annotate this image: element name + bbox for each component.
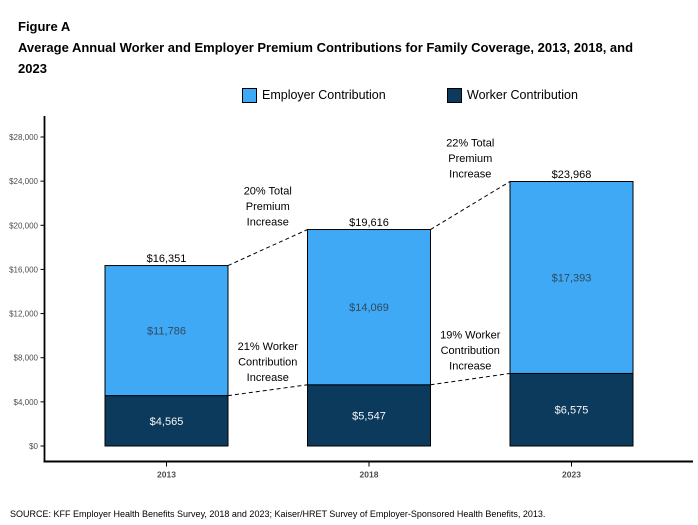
worker-value-label: $6,575 <box>555 405 589 417</box>
bar-segment-employer <box>307 229 431 386</box>
dashed-total-connector <box>430 181 511 230</box>
bar-segment-employer <box>104 265 229 397</box>
legend-swatch-icon <box>242 87 257 103</box>
chart-title: Average Annual Worker and Employer Premi… <box>18 40 634 76</box>
bar-total-label: $16,351 <box>147 253 187 265</box>
annotation-text: Increase <box>449 360 491 372</box>
legend: Employer Contribution Worker Contribution <box>0 86 698 104</box>
bar-total-label: $19,616 <box>349 217 389 229</box>
x-tick-label: 2013 <box>157 470 176 480</box>
source-note: SOURCE: KFF Employer Health Benefits Sur… <box>10 509 546 519</box>
y-tick-label: $0 <box>29 442 38 451</box>
annotation-text: Contribution <box>238 356 297 368</box>
dashed-worker-connector <box>430 372 511 386</box>
annotation-text: Premium <box>448 153 492 165</box>
worker-value-label: $4,565 <box>150 416 184 428</box>
employer-value-label: $14,069 <box>349 302 389 314</box>
legend-label: Worker Contribution <box>467 88 578 102</box>
y-tick-label: $24,000 <box>9 177 38 186</box>
legend-item: Employer Contribution <box>242 86 386 104</box>
y-tick-label: $20,000 <box>9 221 38 230</box>
y-tick-label: $8,000 <box>14 354 39 363</box>
x-tick-label: 2018 <box>360 470 379 480</box>
figure-label: Figure A <box>18 19 71 34</box>
legend-swatch-icon <box>447 87 462 103</box>
y-tick-label: $28,000 <box>9 133 38 142</box>
dashed-worker-connector <box>227 384 308 397</box>
bar-total-label: $23,968 <box>552 169 592 181</box>
annotation-text: 19% Worker <box>440 329 501 341</box>
legend-label: Employer Contribution <box>262 88 386 102</box>
x-tick-label: 2023 <box>562 470 581 480</box>
bar-segment-worker <box>307 384 431 447</box>
bar-segment-employer <box>509 180 634 374</box>
annotation-text: Contribution <box>441 345 500 357</box>
annotation-text: 22% Total <box>446 137 494 149</box>
annotation-text: 20% Total <box>244 186 292 198</box>
annotation-text: Increase <box>449 168 491 180</box>
annotation-text: Premium <box>246 201 290 213</box>
worker-value-label: $5,547 <box>352 410 386 422</box>
y-tick-label: $12,000 <box>9 310 38 319</box>
annotation-text: Increase <box>247 217 289 229</box>
bar-segment-worker <box>104 395 229 447</box>
employer-value-label: $11,786 <box>147 326 186 338</box>
y-tick-label: $4,000 <box>14 398 39 407</box>
y-tick-label: $16,000 <box>9 265 38 274</box>
dashed-total-connector <box>227 229 308 267</box>
chart-header: Figure A Average Annual Worker and Emplo… <box>18 16 664 79</box>
employer-value-label: $17,393 <box>552 272 592 284</box>
annotation-text: 21% Worker <box>238 341 299 353</box>
annotation-text: Increase <box>247 372 289 384</box>
bar-segment-worker <box>509 372 634 447</box>
legend-item: Worker Contribution <box>447 86 578 104</box>
